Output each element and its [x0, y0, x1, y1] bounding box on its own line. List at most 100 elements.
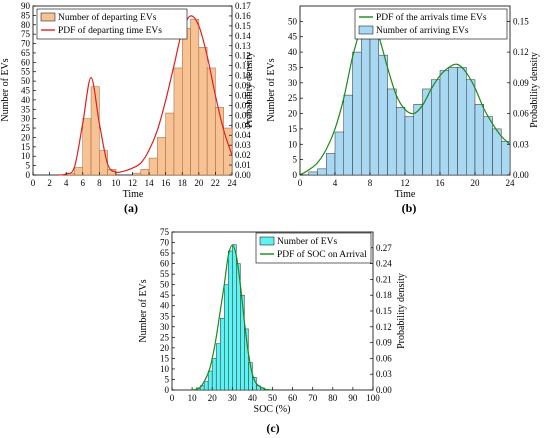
x-axis-label: Time — [395, 189, 416, 200]
x-tick-label: 20 — [208, 393, 218, 403]
x-tick-label: 100 — [366, 393, 380, 403]
histogram-bar — [165, 112, 175, 176]
y2-tick-label: 0.05 — [235, 120, 251, 130]
chart-panel-1: 0 2 4 6 8 10 12 14 16 18 20 22 240510152025303540455… — [0, 1, 255, 215]
y2-tick-label: 0.03 — [235, 140, 251, 150]
pdf-line — [299, 20, 511, 176]
y-tick-label: 35 — [21, 104, 31, 114]
y-tick-label: 25 — [160, 332, 170, 342]
panel-label: (a) — [124, 201, 138, 215]
y2-tick-label: 0.03 — [513, 139, 529, 149]
y-tick-label: 5 — [165, 374, 170, 384]
x-tick-label: 80 — [328, 393, 338, 403]
x-tick-label: 16 — [161, 178, 171, 188]
y-tick-label: 25 — [21, 123, 31, 133]
panel-label: (c) — [266, 421, 279, 435]
x-tick-label: 24 — [228, 178, 238, 188]
histogram-bar — [132, 172, 142, 176]
y-axis-label: Number of EVs — [266, 58, 277, 121]
y-tick-label: 5 — [293, 155, 298, 165]
y2-tick-label: 0.00 — [235, 170, 251, 180]
y-tick-label: 80 — [21, 20, 31, 30]
histogram-bar — [387, 88, 397, 176]
y-tick-label: 40 — [21, 95, 31, 105]
x-tick-label: 70 — [308, 393, 318, 403]
histogram-bar — [99, 150, 108, 176]
legend-box — [36, 8, 188, 40]
histogram-bar — [431, 79, 441, 176]
y-tick-label: 20 — [288, 109, 298, 119]
histogram-bar — [206, 67, 216, 176]
x-tick-label: 18 — [178, 178, 188, 188]
y-tick-label: 85 — [21, 10, 31, 20]
y2-tick-label: 0.16 — [235, 11, 251, 21]
y2-tick-label: 0.06 — [513, 109, 529, 119]
y-tick-label: 20 — [160, 343, 170, 353]
histogram-bar — [413, 104, 423, 176]
y-tick-label: 50 — [160, 280, 170, 290]
y2-tick-label: 0.09 — [235, 81, 251, 91]
y2-tick-label: 0.15 — [376, 306, 392, 316]
y2-tick-label: 0.12 — [376, 322, 392, 332]
y-tick-label: 55 — [21, 67, 31, 77]
x-tick-label: 12 — [128, 178, 137, 188]
histogram-bar — [223, 127, 233, 176]
histogram-bar — [219, 318, 225, 391]
y2-tick-label: 0.00 — [513, 170, 529, 180]
y-tick-label: 40 — [288, 47, 298, 57]
x-tick-label: 16 — [436, 178, 446, 188]
histogram-bar — [244, 328, 249, 391]
histogram-bar — [215, 343, 221, 391]
y2-axis-label: Probability density — [244, 52, 255, 128]
y2-tick-label: 0.17 — [235, 1, 251, 11]
y-tick-label: 30 — [21, 114, 31, 124]
y-tick-label: 35 — [288, 62, 298, 72]
histogram-bar — [90, 86, 100, 176]
x-tick-label: 8 — [97, 178, 102, 188]
legend-label: Number of arriving EVs — [376, 25, 469, 36]
y-tick-label: 30 — [160, 322, 170, 332]
y2-axis-label: Probability density — [396, 273, 407, 349]
histogram-bar — [501, 140, 511, 176]
y2-tick-label: 0.08 — [235, 90, 251, 100]
y2-tick-label: 0.02 — [235, 150, 251, 160]
y-tick-label: 10 — [160, 364, 170, 374]
histogram-bar — [361, 21, 371, 176]
x-tick-label: 0 — [31, 178, 36, 188]
histogram-bar — [317, 168, 327, 176]
x-tick-label: 10 — [111, 178, 121, 188]
histogram-bar — [203, 381, 209, 391]
histogram-bar — [439, 70, 449, 176]
y-tick-label: 5 — [26, 161, 31, 171]
chart-panel-3: 0 10 20 30 40 50 60 70 80 90 100051015202530354045… — [138, 227, 407, 435]
histogram-bar — [232, 244, 237, 391]
y2-tick-label: 0.07 — [235, 100, 251, 110]
legend-label: Number of EVs — [277, 236, 337, 247]
histogram-bar — [404, 116, 414, 176]
histogram-bar — [148, 157, 158, 176]
y2-tick-label: 0.09 — [513, 78, 529, 88]
y-tick-label: 70 — [160, 238, 170, 248]
histogram-bar — [492, 128, 502, 176]
x-tick-label: 40 — [248, 393, 258, 403]
y2-tick-label: 0.03 — [376, 369, 392, 379]
histogram-bar — [140, 169, 150, 176]
y2-tick-label: 0.11 — [235, 61, 250, 71]
y-tick-label: 90 — [21, 1, 31, 11]
y2-tick-label: 0.00 — [376, 385, 392, 395]
y2-tick-label: 0.12 — [513, 47, 529, 57]
legend-box — [255, 232, 372, 264]
x-axis-label: Time — [123, 189, 144, 200]
y-tick-label: 30 — [288, 78, 298, 88]
legend: PDF of the arrivals time EVs Number of ar… — [354, 8, 508, 40]
legend-box — [354, 8, 508, 40]
x-tick-label: 6 — [81, 178, 86, 188]
histogram-bar — [396, 107, 406, 176]
histogram-bar — [224, 284, 229, 391]
legend-patch-swatch — [358, 25, 374, 35]
histogram-bar — [157, 137, 166, 176]
histogram-bar — [474, 104, 484, 176]
y2-tick-label: 0.04 — [235, 130, 251, 140]
y-tick-label: 15 — [288, 124, 298, 134]
